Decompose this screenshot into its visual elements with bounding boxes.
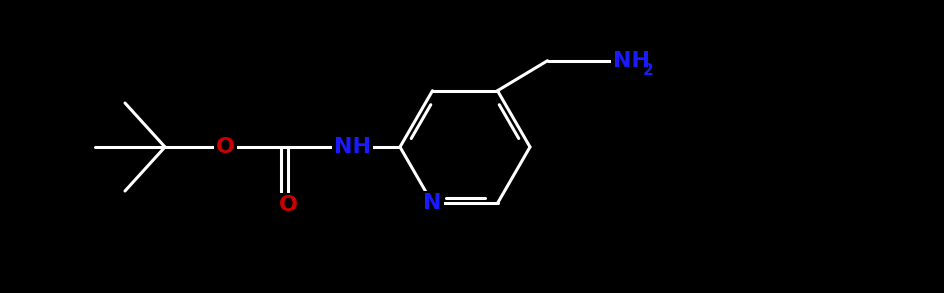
Text: O: O [215,137,234,157]
Text: N: N [423,193,442,213]
Text: NH: NH [613,51,649,71]
Text: 2: 2 [643,63,653,78]
Text: O: O [278,195,297,215]
Text: NH: NH [333,137,370,157]
